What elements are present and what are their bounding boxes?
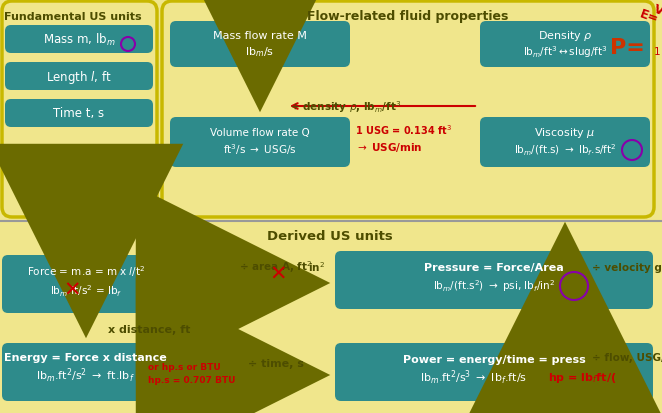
- Text: ÷ area A, ft$^2$: ÷ area A, ft$^2$: [240, 259, 312, 274]
- Text: Fundamental US units: Fundamental US units: [4, 12, 142, 22]
- FancyBboxPatch shape: [2, 343, 204, 401]
- FancyBboxPatch shape: [335, 343, 653, 401]
- Text: Power = energy/time = press: Power = energy/time = press: [402, 354, 585, 364]
- FancyBboxPatch shape: [2, 2, 157, 218]
- Text: lb$_m$.ft$^2$/s$^2$ $\rightarrow$ ft.lb$_f$: lb$_m$.ft$^2$/s$^2$ $\rightarrow$ ft.lb$…: [36, 366, 134, 384]
- Text: Length $\it{l}$, ft: Length $\it{l}$, ft: [46, 68, 112, 85]
- Text: ÷ time, s: ÷ time, s: [248, 358, 304, 368]
- Text: hp.s = 0.707 BTU: hp.s = 0.707 BTU: [148, 375, 236, 385]
- Text: E=: E=: [638, 8, 661, 27]
- Text: or hp.s or BTU: or hp.s or BTU: [148, 363, 220, 372]
- Text: ÷ density $\rho$, lb$_m$/ft$^3$: ÷ density $\rho$, lb$_m$/ft$^3$: [290, 99, 401, 115]
- Text: Mass m, lb$_m$: Mass m, lb$_m$: [43, 32, 115, 48]
- FancyBboxPatch shape: [5, 26, 153, 54]
- Text: Flow-related fluid properties: Flow-related fluid properties: [307, 10, 508, 23]
- Text: lb$_m$/(ft.s) $\rightarrow$ lb$_f$.s/ft$^2$: lb$_m$/(ft.s) $\rightarrow$ lb$_f$.s/ft$…: [514, 142, 616, 157]
- Text: Density $\rho$: Density $\rho$: [538, 29, 592, 43]
- FancyBboxPatch shape: [5, 63, 153, 91]
- Text: V: V: [652, 3, 662, 19]
- Text: Viscosity $\mu$: Viscosity $\mu$: [534, 126, 596, 140]
- Text: hp = lb$_f$ft/(: hp = lb$_f$ft/(: [548, 370, 616, 384]
- Text: lb$_m$/ft$^3\leftrightarrow$slug/ft$^3$: lb$_m$/ft$^3\leftrightarrow$slug/ft$^3$: [522, 44, 607, 60]
- Text: $\rightarrow$ USG/min: $\rightarrow$ USG/min: [355, 141, 422, 154]
- Text: Force = m.a = m x $\it{l}$/t$^2$: Force = m.a = m x $\it{l}$/t$^2$: [27, 264, 145, 279]
- Text: P=: P=: [610, 38, 645, 58]
- FancyBboxPatch shape: [162, 2, 654, 218]
- Text: lb$_m$.ft/s$^2$ = lb$_f$: lb$_m$.ft/s$^2$ = lb$_f$: [50, 282, 122, 298]
- Text: lb$_m$/(ft.s$^2$) $\rightarrow$ psi, lb$_f$/in$^2$: lb$_m$/(ft.s$^2$) $\rightarrow$ psi, lb$…: [433, 278, 555, 293]
- Text: Time t, s: Time t, s: [54, 107, 105, 120]
- Text: Volume flow rate Q: Volume flow rate Q: [210, 128, 310, 138]
- Text: Energy = Force x distance: Energy = Force x distance: [3, 352, 166, 362]
- Text: 1 USG = 0.134 ft$^3$: 1 USG = 0.134 ft$^3$: [355, 123, 452, 137]
- FancyBboxPatch shape: [2, 255, 170, 313]
- Text: ÷ velocity gradient: ÷ velocity gradient: [592, 262, 662, 272]
- FancyBboxPatch shape: [170, 118, 350, 168]
- FancyBboxPatch shape: [480, 118, 650, 168]
- FancyBboxPatch shape: [335, 252, 653, 309]
- Text: lb$_m$.ft$^2$/s$^3$ $\rightarrow$ lb$_f$.ft/s: lb$_m$.ft$^2$/s$^3$ $\rightarrow$ lb$_f$…: [420, 368, 527, 386]
- Text: Pressure = Force/Area: Pressure = Force/Area: [424, 262, 564, 272]
- Text: ✕: ✕: [269, 264, 287, 284]
- Text: Mass flow rate M: Mass flow rate M: [213, 31, 307, 41]
- Text: in$^2$: in$^2$: [308, 259, 325, 273]
- Text: lb$_m$/s: lb$_m$/s: [246, 45, 275, 59]
- FancyBboxPatch shape: [480, 22, 650, 68]
- FancyBboxPatch shape: [170, 22, 350, 68]
- Text: ft$^3$/s $\rightarrow$ USG/s: ft$^3$/s $\rightarrow$ USG/s: [223, 142, 297, 157]
- Text: Derived US units: Derived US units: [267, 230, 393, 242]
- Text: ✕: ✕: [64, 280, 81, 300]
- Text: x distance, ft: x distance, ft: [108, 324, 191, 334]
- FancyBboxPatch shape: [5, 100, 153, 128]
- Text: 1 slu: 1 slu: [654, 47, 662, 57]
- Text: ÷ flow, USG/min  s: ÷ flow, USG/min s: [592, 352, 662, 362]
